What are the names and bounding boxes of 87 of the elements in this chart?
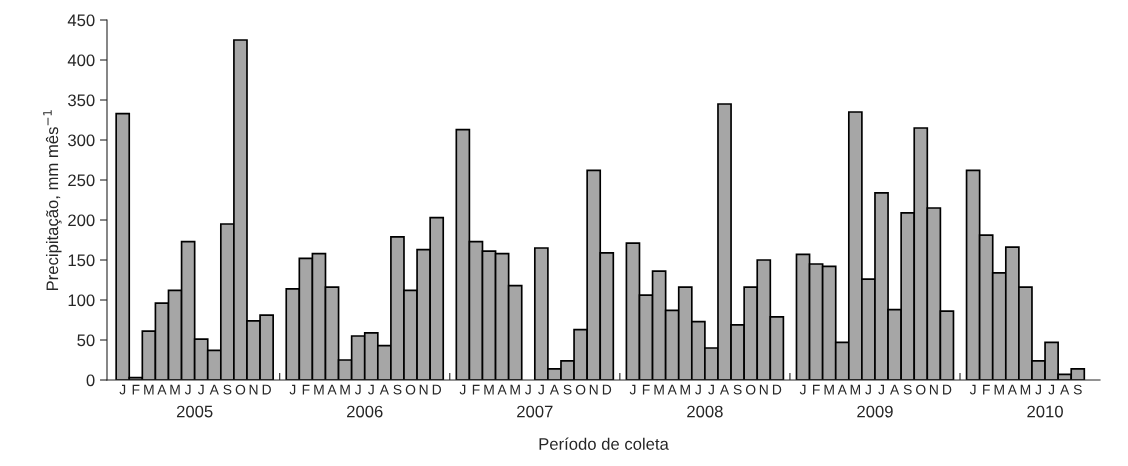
x-tick-label: O: [745, 384, 756, 395]
x-tick-label: D: [262, 384, 271, 395]
x-tick-label: J: [184, 384, 191, 395]
x-tick-label: A: [549, 384, 560, 395]
x-tick-label: M: [144, 384, 154, 395]
y-tick-label: 200: [68, 214, 95, 227]
x-tick-label: A: [379, 384, 389, 395]
x-tick-label: J: [695, 384, 701, 395]
y-tick-label: 300: [68, 134, 95, 147]
x-tick-label: M: [654, 384, 664, 395]
x-tick-label: A: [1060, 384, 1070, 395]
x-tick-label: M: [1020, 384, 1031, 395]
x-tick-label: S: [1073, 384, 1082, 395]
x-tick-label: J: [459, 384, 466, 395]
x-tick-label: J: [197, 384, 204, 395]
text: 2006: [347, 405, 383, 418]
text: 2009: [857, 405, 893, 418]
x-tick-label: S: [223, 384, 232, 395]
text: 2005: [176, 405, 213, 418]
x-tick-label: A: [209, 384, 219, 395]
x-tick-label: J: [119, 384, 126, 395]
y-tick-label: 50: [77, 334, 95, 347]
x-tick-label: F: [472, 384, 480, 395]
x-tick-label: J: [629, 384, 636, 395]
x-tick-label: J: [289, 384, 296, 395]
x-tick-label: A: [837, 384, 847, 395]
x-tick-label: M: [850, 384, 860, 395]
x-tick-label: J: [878, 384, 884, 395]
x-tick-label: M: [340, 384, 350, 395]
x-tick-label: O: [916, 384, 926, 395]
x-tick-label: M: [510, 384, 520, 395]
x-tick-label: J: [799, 384, 806, 395]
x-tick-label: A: [889, 384, 900, 395]
y-tick-label: 250: [68, 174, 95, 187]
x-tick-label: F: [302, 384, 310, 395]
x-tick-label: A: [327, 384, 337, 395]
x-axis-title: Período de coleta: [539, 437, 669, 450]
x-tick-label: S: [393, 384, 402, 395]
x-tick-label: O: [575, 384, 586, 395]
x-tick-label: O: [235, 384, 246, 395]
y-tick-label: 150: [68, 254, 95, 267]
x-tick-label: N: [249, 384, 258, 395]
y-tick-label: 0: [86, 374, 95, 387]
y-tick-label: 400: [67, 54, 95, 67]
x-tick-label: A: [157, 384, 167, 395]
x-tick-label: M: [994, 384, 1004, 395]
x-tick-label: N: [419, 384, 428, 395]
x-tick-label: A: [719, 384, 730, 395]
x-tick-label: J: [368, 384, 374, 395]
y-tick-label: 350: [68, 94, 95, 107]
x-tick-label: N: [929, 384, 938, 395]
x-tick-label: N: [589, 384, 598, 395]
x-tick-label: F: [983, 384, 990, 395]
x-tick-label: F: [642, 384, 650, 395]
x-tick-label: J: [1035, 384, 1041, 395]
y-axis-title: Precipitação, mm mês$^{−1}$: [43, 110, 62, 291]
x-tick-label: D: [432, 384, 442, 395]
x-tick-label: M: [824, 384, 834, 395]
x-tick-label: S: [563, 384, 572, 395]
x-tick-label: J: [354, 384, 361, 395]
x-tick-label: J: [865, 384, 871, 395]
x-tick-label: F: [132, 384, 140, 395]
x-tick-label: O: [405, 384, 416, 395]
text: 2007: [517, 405, 553, 418]
x-tick-label: D: [602, 384, 612, 395]
x-tick-label: J: [1048, 384, 1055, 395]
x-tick-label: M: [170, 384, 180, 395]
x-tick-label: D: [772, 384, 782, 395]
x-tick-label: F: [813, 384, 820, 395]
x-tick-label: S: [733, 384, 742, 395]
y-tick-label: 450: [67, 14, 95, 27]
text: 2008: [687, 405, 723, 418]
x-tick-label: N: [759, 384, 768, 395]
x-tick-label: M: [314, 384, 324, 395]
text: 2010: [1027, 405, 1063, 418]
x-tick-label: S: [903, 384, 912, 395]
x-tick-label: D: [943, 384, 952, 395]
y-tick-label: 100: [68, 294, 95, 307]
x-tick-label: M: [680, 384, 690, 395]
x-tick-label: M: [484, 384, 494, 395]
x-tick-label: A: [667, 384, 677, 395]
x-tick-label: J: [708, 384, 714, 395]
x-tick-label: J: [525, 384, 531, 395]
x-tick-label: A: [497, 384, 507, 395]
x-tick-label: A: [1007, 384, 1017, 395]
x-tick-label: J: [969, 384, 976, 395]
x-tick-label: J: [538, 384, 544, 395]
